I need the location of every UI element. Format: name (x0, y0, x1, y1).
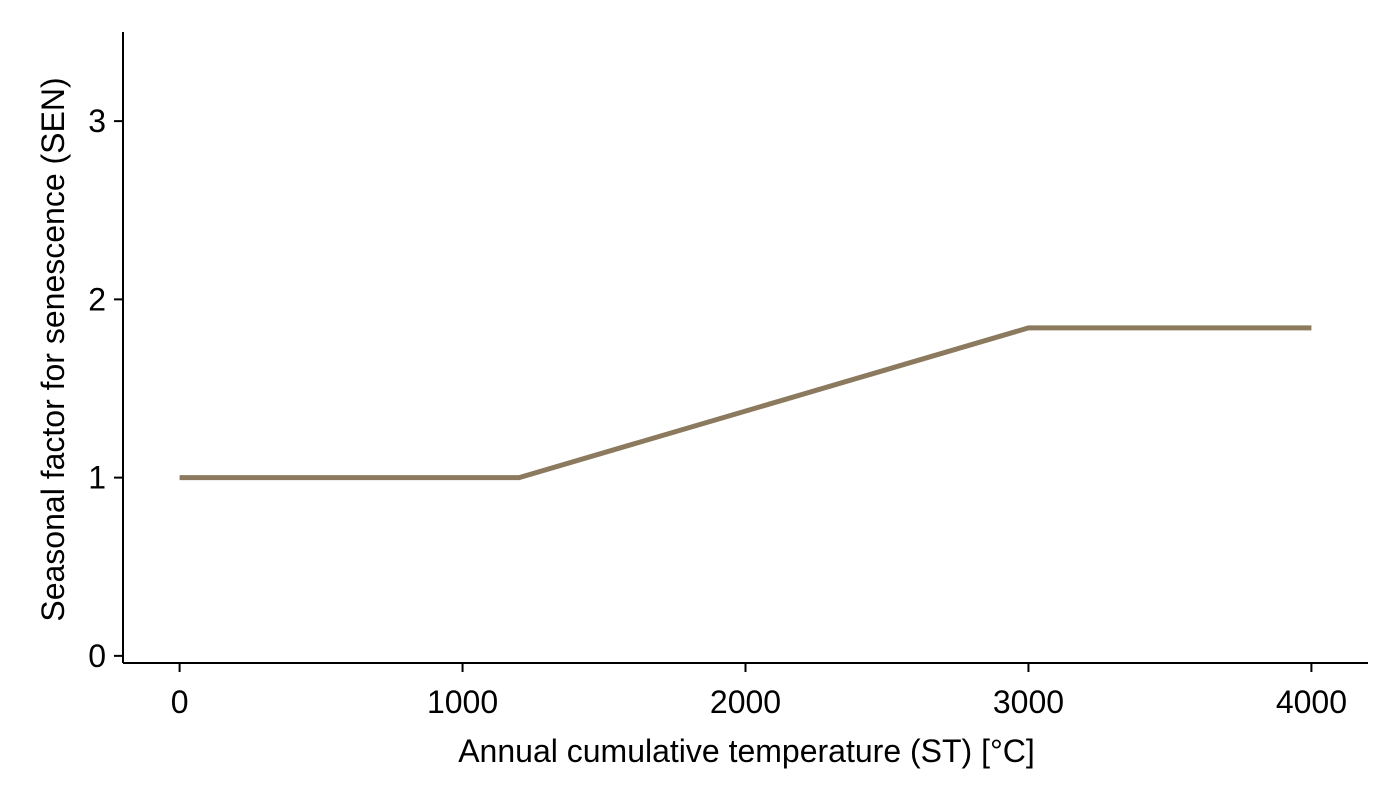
x-axis-ticks: 0 1000 2000 3000 4000 (171, 663, 1347, 720)
y-tick-label: 2 (88, 281, 106, 317)
x-axis-title: Annual cumulative temperature (ST) [°C] (458, 733, 1035, 769)
x-tick-label: 3000 (993, 684, 1064, 720)
y-axis-title: Seasonal factor for senescence (SEN) (35, 77, 71, 621)
x-tick-label: 4000 (1276, 684, 1347, 720)
x-tick-label: 2000 (710, 684, 781, 720)
y-axis-ticks: 0 1 2 3 (88, 103, 123, 674)
y-tick-label: 3 (88, 103, 106, 139)
x-tick-label: 1000 (427, 684, 498, 720)
y-tick-label: 0 (88, 638, 106, 674)
x-tick-label: 0 (171, 684, 189, 720)
series-line (179, 325, 1312, 481)
y-tick-label: 1 (88, 460, 106, 496)
